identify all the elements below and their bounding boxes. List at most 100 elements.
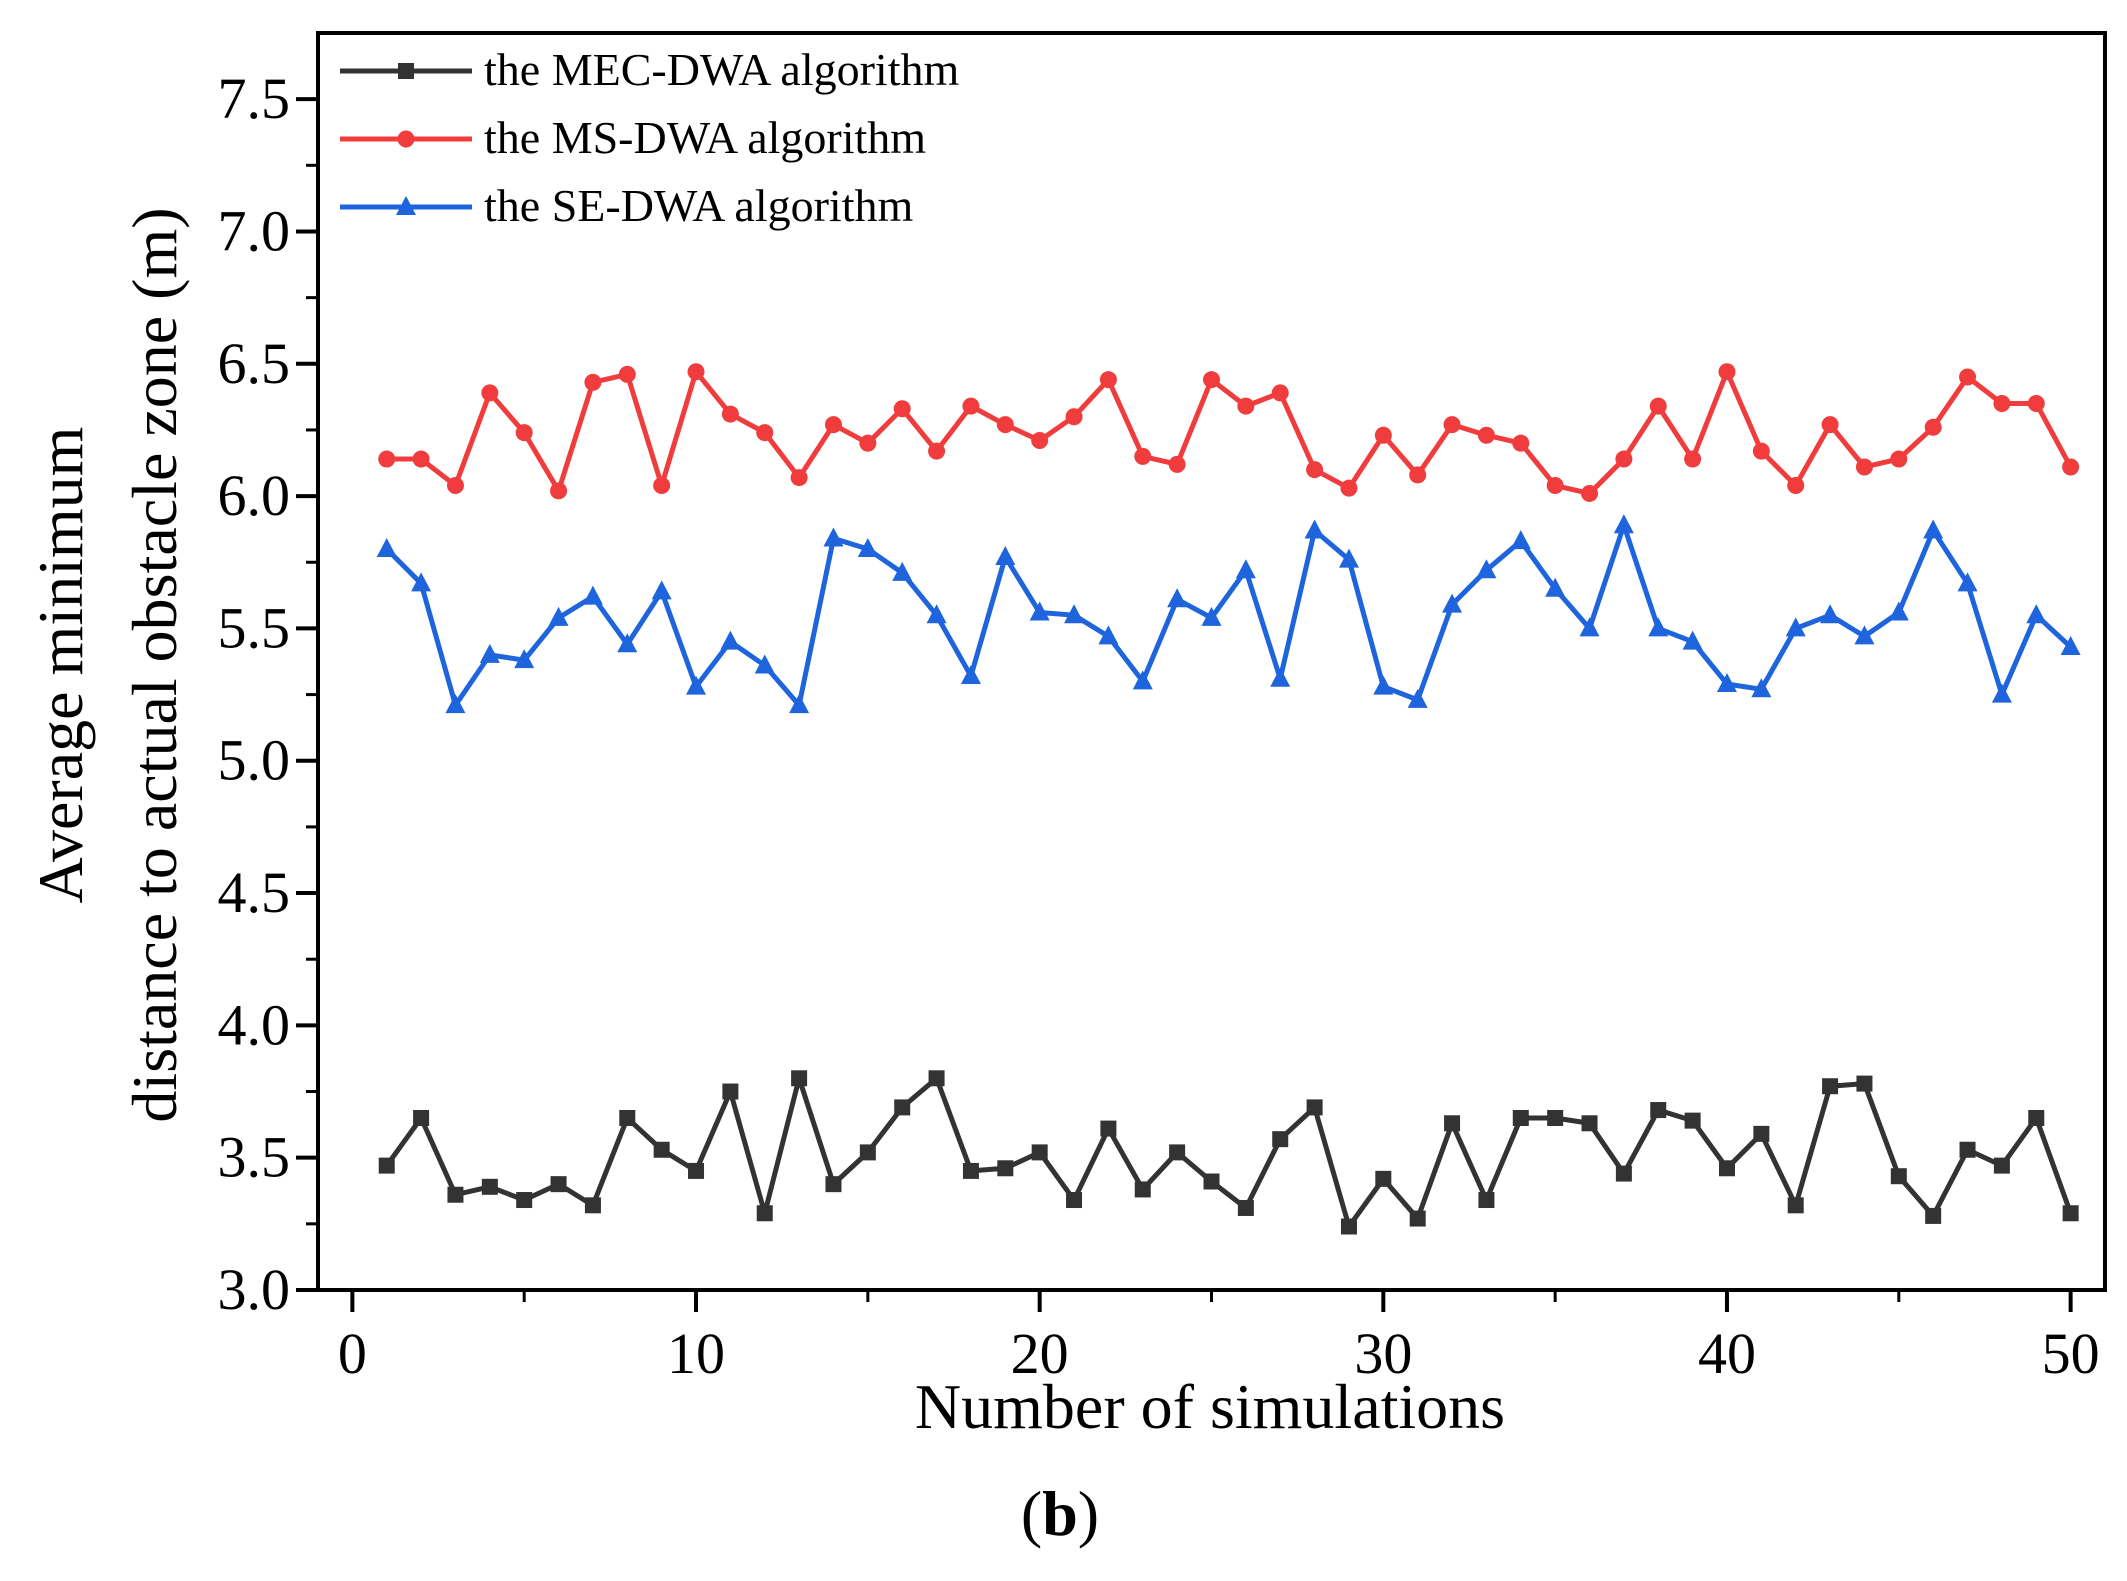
x-tick-label: 10 [667,1321,725,1386]
data-point [411,572,432,592]
data-point [1820,604,1841,624]
data-point [1340,479,1358,497]
data-point [722,1083,739,1100]
data-point [791,1070,808,1087]
data-point [1959,368,1977,386]
data-point [859,1144,876,1161]
data-point [2062,1205,2079,1222]
data-point [1029,601,1050,621]
data-point [1134,447,1152,465]
data-point [720,630,741,650]
data-point [1235,559,1256,579]
data-point [1890,1168,1907,1185]
data-point [548,606,569,626]
x-axis-title: Number of simulations [915,1371,1505,1442]
data-point [2060,635,2081,655]
data-point [479,643,500,663]
data-point [1512,434,1530,452]
x-tick-label: 20 [1011,1321,1069,1386]
data-point [1959,1141,1976,1158]
data-point [996,416,1014,434]
data-point [1237,1199,1254,1216]
data-point [1512,1109,1529,1126]
data-point [1888,601,1909,621]
data-point [1751,678,1772,698]
data-point [2026,604,2047,624]
data-point [1581,1115,1598,1132]
legend-label: the MS-DWA algorithm [484,112,926,163]
data-point [1237,397,1255,415]
data-point [1510,530,1531,550]
data-point [892,561,913,581]
data-point [1065,408,1083,426]
data-point [1545,577,1566,597]
data-point [960,665,981,685]
data-point [962,1162,979,1179]
data-point [1581,484,1599,502]
data-point [688,1162,705,1179]
data-point [926,604,947,624]
data-point [1272,1131,1289,1148]
x-tick-label: 30 [1354,1321,1412,1386]
data-point [687,363,705,381]
data-point [376,538,397,558]
data-point [550,1176,567,1193]
data-point [1066,1192,1083,1209]
data-point [413,1109,430,1126]
data-point [1134,1181,1151,1198]
legend: the MEC-DWA algorithm the MS-DWA algorith… [340,44,959,231]
data-point [859,434,877,452]
data-point [1338,548,1359,568]
data-point [1478,1192,1495,1209]
legend-marker [396,196,416,215]
data-point [1409,1210,1426,1227]
data-point [1890,450,1908,468]
legend-entry-mec-dwa: the MEC-DWA algorithm [340,44,959,95]
data-point [1547,1109,1564,1126]
y-axis-title-line2: distance to actual obstacle zone (m) [119,207,190,1122]
data-point [1855,458,1873,476]
data-point [1649,397,1667,415]
y-tick-label: 6.0 [218,463,291,528]
data-point [1098,625,1119,645]
data-point [1168,455,1186,473]
data-point [1648,617,1669,637]
data-point [1752,442,1770,460]
data-point [1373,675,1394,695]
data-point [857,538,878,558]
data-point [514,649,535,669]
legend-marker [398,63,414,79]
data-point [789,694,810,714]
y-tick-label: 3.0 [218,1257,291,1322]
series-line [384,522,2073,708]
data-point [1100,1120,1117,1137]
data-point [516,1192,533,1209]
data-point [515,424,533,442]
data-point [1306,1099,1323,1116]
data-point [825,1176,842,1193]
data-point [582,585,603,605]
y-tick-label: 4.0 [218,992,291,1057]
data-point [756,1205,773,1222]
data-point [1271,384,1289,402]
data-point [1925,1207,1942,1224]
data-point [447,1186,464,1203]
data-point [1650,1102,1667,1119]
data-point [1923,519,1944,539]
series-ms-dwa [378,363,2080,502]
data-point [686,675,707,695]
data-point [823,527,844,547]
data-point [1443,416,1461,434]
data-point [1993,394,2011,412]
data-point [618,365,636,383]
data-point [1821,416,1839,434]
data-point [1615,450,1633,468]
data-point [1477,426,1495,444]
data-point [1684,1112,1701,1129]
data-point [1716,672,1737,692]
plot-series [376,363,2081,1235]
data-point [1787,477,1805,495]
axis-ticks [296,97,2073,1312]
data-point [894,1099,911,1116]
